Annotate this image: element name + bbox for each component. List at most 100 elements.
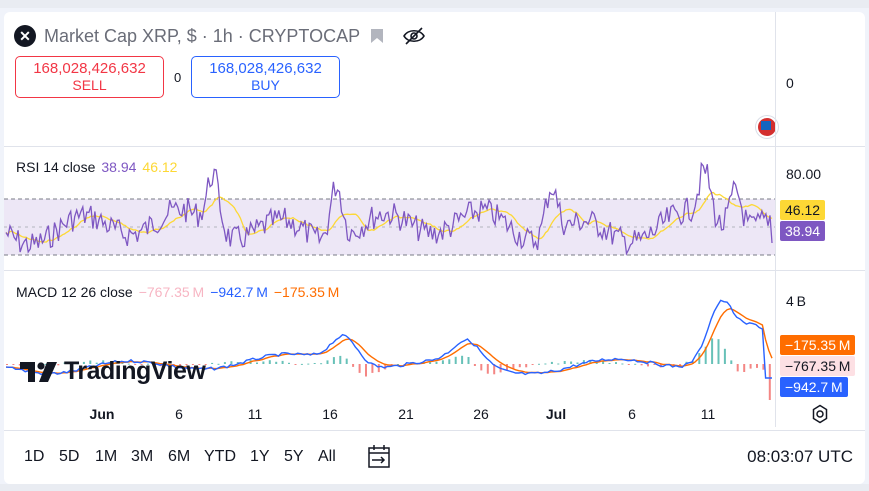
macd-histogram-bar	[326, 360, 329, 364]
macd-histogram-bar	[461, 355, 464, 364]
chart-widget: ✕ Market Cap XRP, $ · 1h · CRYPTOCAP 168…	[4, 12, 865, 484]
macd-hist-value: −767.35 M	[138, 284, 205, 300]
macd-histogram-bar	[371, 364, 374, 373]
pane-divider[interactable]	[4, 146, 865, 147]
macd-histogram-bar	[595, 362, 598, 364]
rsi-value: 38.94	[101, 159, 137, 175]
macd-histogram-bar	[473, 364, 476, 366]
macd-histogram-bar	[18, 364, 21, 366]
rsi-legend[interactable]: RSI 14 close 38.94 46.12	[16, 159, 177, 175]
rsi-line	[5, 161, 773, 256]
macd-histogram-bar	[217, 363, 220, 365]
macd-histogram-bar	[711, 338, 714, 364]
sell-price: 168,028,426,632	[33, 60, 146, 77]
price-axis-label: 0	[786, 75, 794, 91]
macd-histogram-bar	[615, 362, 617, 364]
range-button-1d[interactable]: 1D	[24, 448, 45, 465]
macd-histogram-bar	[723, 348, 726, 364]
flag-icon[interactable]	[368, 27, 386, 45]
macd-histogram-bar	[550, 361, 553, 364]
macd-histogram-bar	[634, 363, 637, 365]
rsi-label: RSI 14 close	[16, 159, 96, 175]
goto-date-calendar-icon[interactable]	[366, 444, 392, 470]
macd-histogram-bar	[525, 364, 528, 368]
macd-histogram-bar	[621, 363, 624, 365]
macd-histogram-bar	[275, 361, 278, 364]
tradingview-logo[interactable]: TradingView	[20, 357, 206, 386]
macd-histogram-bar	[307, 363, 310, 365]
macd-histogram-bar	[320, 363, 323, 365]
time-axis-tick: 16	[322, 406, 338, 422]
macd-histogram-bar	[557, 363, 560, 365]
time-axis-tick: Jul	[545, 406, 567, 422]
range-button-all[interactable]: All	[318, 448, 336, 465]
range-button-6m[interactable]: 6M	[168, 448, 191, 465]
macd-histogram-bar	[211, 362, 214, 364]
macd-histogram-bar	[582, 360, 585, 364]
macd-histogram-bar	[313, 363, 316, 364]
macd-histogram-bar	[6, 364, 8, 365]
hide-eye-icon[interactable]	[402, 26, 426, 46]
range-button-3m[interactable]: 3M	[131, 448, 154, 465]
macd-histogram-bar	[467, 357, 470, 364]
tradingview-mark-icon	[20, 361, 57, 382]
range-button-5y[interactable]: 5Y	[284, 448, 304, 465]
macd-histogram-bar	[518, 364, 521, 368]
macd-histogram-bar	[82, 361, 85, 364]
macd-legend[interactable]: MACD 12 26 close −767.35 M −942.7 M −175…	[16, 284, 339, 300]
macd-histogram-bar	[377, 364, 380, 373]
sell-label: SELL	[72, 77, 107, 93]
macd-plot[interactable]	[4, 274, 775, 400]
macd-histogram-bar	[570, 361, 573, 364]
us-flag-icon	[756, 116, 778, 138]
time-axis-tick: 6	[175, 406, 183, 422]
top-strip	[0, 0, 869, 8]
rsi-ma-badge: 46.12	[780, 200, 826, 220]
macd-histogram-bar	[454, 356, 457, 364]
sell-button[interactable]: 168,028,426,632 SELL	[15, 56, 164, 98]
macd-histogram-bar	[653, 364, 656, 365]
range-button-5d[interactable]: 5D	[59, 448, 80, 465]
macd-histogram-bar	[95, 362, 98, 364]
macd-histogram-bar	[102, 360, 105, 364]
macd-histogram-bar	[608, 363, 611, 364]
pane-divider[interactable]	[4, 270, 865, 271]
time-axis-tick: 11	[700, 406, 716, 422]
macd-histogram-bar	[627, 364, 630, 365]
macd-histogram-bar	[704, 346, 707, 364]
macd-line-value: −942.7 M	[210, 284, 268, 300]
logo-text: TradingView	[64, 357, 206, 385]
macd-histogram-bar	[679, 364, 682, 366]
macd-histogram-bar	[429, 361, 432, 364]
macd-histogram-bar	[339, 355, 342, 364]
symbol-title[interactable]: Market Cap XRP, $ · 1h · CRYPTOCAP	[44, 25, 361, 46]
macd-histogram-bar	[717, 339, 720, 364]
macd-histogram-bar	[147, 363, 149, 365]
macd-signal-badge: −175.35 M	[780, 335, 856, 355]
macd-histogram-bar	[435, 361, 438, 364]
macd-histogram-bar	[127, 363, 130, 365]
rsi-plot[interactable]	[4, 152, 775, 268]
macd-hist-badge: −767.35 M	[780, 356, 856, 376]
bottom-toolbar: 08:03:07 UTC 1D 5D 1M 3M 6M YTD 1Y 5Y All	[4, 430, 865, 484]
macd-histogram-bar	[256, 362, 258, 364]
macd-histogram-bar	[743, 364, 746, 372]
range-button-ytd[interactable]: YTD	[204, 448, 236, 465]
range-button-1m[interactable]: 1M	[95, 448, 118, 465]
rsi-badge: 38.94	[780, 221, 826, 241]
macd-histogram-bar	[300, 363, 303, 365]
buy-button[interactable]: 168,028,426,632 BUY	[191, 56, 340, 98]
range-button-1y[interactable]: 1Y	[250, 448, 270, 465]
macd-histogram-bar	[365, 364, 367, 377]
macd-histogram-bar	[294, 364, 297, 365]
macd-histogram-bar	[236, 362, 239, 364]
settings-gear-icon[interactable]	[810, 404, 830, 424]
time-axis[interactable]: Jun 6 11 16 21 26 Jul 6 11	[4, 402, 775, 426]
utc-clock[interactable]: 08:03:07 UTC	[747, 447, 853, 466]
macd-histogram-bar	[358, 364, 361, 373]
macd-histogram-bar	[179, 364, 182, 366]
macd-histogram-bar	[89, 360, 92, 364]
macd-histogram-bar	[640, 364, 643, 366]
macd-label: MACD 12 26 close	[16, 284, 133, 300]
macd-histogram-bar	[288, 362, 290, 364]
